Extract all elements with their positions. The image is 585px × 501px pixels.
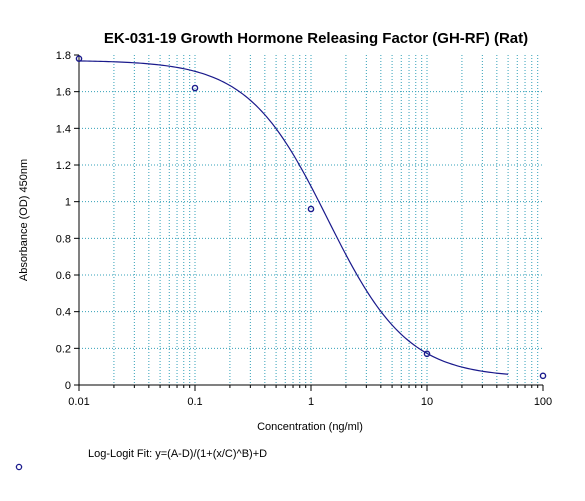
grid-lines: [79, 55, 543, 385]
data-point: [423, 350, 431, 358]
y-tick-labels: 0 0.2 0.4 0.6 0.8 1 1.2 1.4 1.6 1.8: [56, 50, 71, 392]
y-tick-label: 0.4: [56, 307, 71, 319]
x-axis-label: Concentration (ng/ml): [257, 421, 363, 433]
x-tick-label: 0.1: [187, 396, 202, 408]
fit-curve: [78, 60, 509, 375]
y-axis-label: Absorbance (OD) 450nm: [18, 159, 30, 281]
x-tick-label: 10: [421, 396, 433, 408]
data-point: [539, 372, 547, 380]
legend-marker: [15, 463, 23, 471]
x-tick-label: 0.01: [68, 396, 89, 408]
x-tick-labels: 0.01 0.1 1 10 100: [68, 396, 552, 408]
y-tick-label: 0.8: [56, 233, 71, 245]
y-tick-label: 0.6: [56, 270, 71, 282]
data-point: [75, 55, 83, 62]
y-tick-label: 0.2: [56, 343, 71, 355]
data-point: [191, 84, 199, 92]
y-tick-label: 1.2: [56, 160, 71, 172]
x-tick-label: 100: [534, 396, 552, 408]
fit-curve-path: [78, 60, 509, 375]
y-tick-label: 1: [65, 197, 71, 209]
y-tick-label: 1.6: [56, 87, 71, 99]
x-tick-label: 1: [308, 396, 314, 408]
y-tick-label: 1.8: [56, 50, 71, 62]
y-tick-label: 0: [65, 380, 71, 392]
y-tick-label: 1.4: [56, 123, 71, 135]
data-points: [75, 55, 547, 380]
data-point: [307, 205, 315, 213]
chart-title: EK-031-19 Growth Hormone Releasing Facto…: [104, 30, 528, 47]
fit-label: Log-Logit Fit: y=(A-D)/(1+(x/C)^B)+D: [88, 448, 267, 460]
axes: [74, 54, 544, 391]
